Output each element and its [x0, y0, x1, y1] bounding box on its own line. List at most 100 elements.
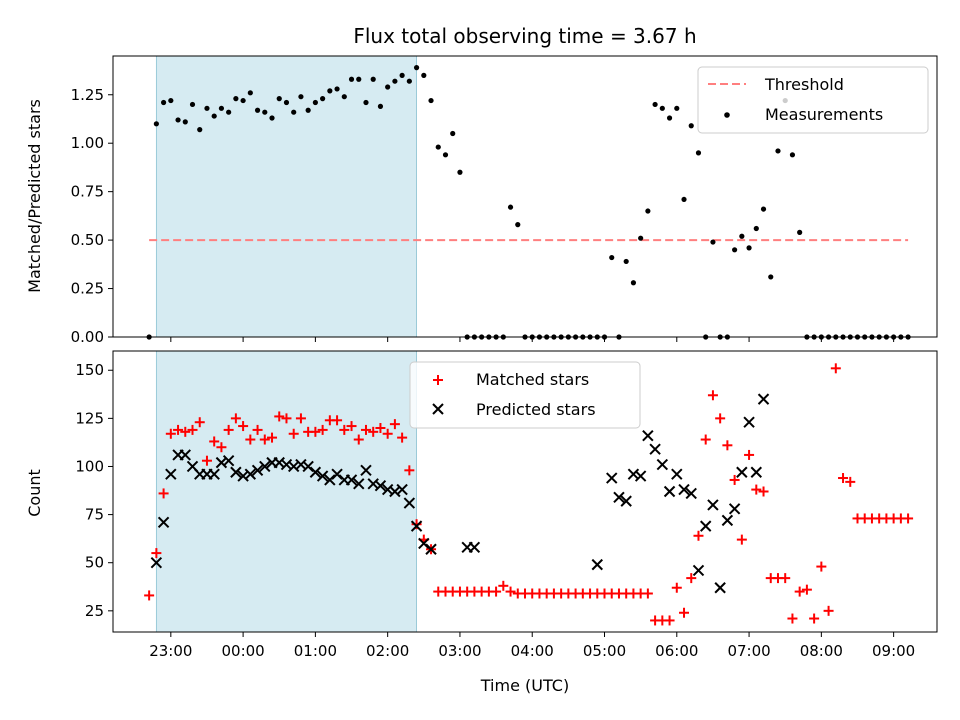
measurement-point	[233, 96, 239, 102]
predicted-star-point	[613, 491, 625, 503]
top-y-tick-label: 0.50	[71, 231, 104, 249]
matched-star-point	[801, 584, 812, 595]
predicted-star-point	[468, 541, 481, 554]
measurement-point	[659, 105, 665, 111]
measurement-point	[298, 94, 304, 100]
measurement-point	[768, 274, 774, 280]
x-tick-label: 23:00	[149, 642, 192, 660]
top-y-tick-label: 1.00	[71, 134, 104, 152]
matched-star-point	[830, 363, 841, 374]
measurement-point	[291, 109, 297, 115]
measurement-point	[348, 76, 355, 82]
measurement-point	[760, 206, 767, 212]
matched-star-point	[794, 586, 805, 597]
legend-predicted-label: Predicted stars	[476, 400, 596, 419]
measurement-point	[363, 99, 369, 106]
top-y-axis-label: Matched/Predicted stars	[25, 99, 44, 293]
matched-star-point	[368, 426, 379, 437]
matched-star-point	[686, 573, 697, 584]
matched-star-point	[823, 605, 834, 616]
matched-star-point	[780, 573, 791, 584]
bottom-legend: Matched stars Predicted stars	[409, 361, 641, 429]
matched-star-point	[173, 424, 184, 435]
bottom-y-tick-label: 75	[85, 506, 104, 524]
matched-star-point	[498, 580, 509, 591]
legend-predicted-swatch	[432, 403, 444, 415]
matched-star-point	[389, 419, 400, 430]
matched-star-point	[787, 613, 798, 624]
predicted-star-point	[656, 458, 669, 471]
matched-star-point	[751, 484, 762, 495]
measurement-point	[182, 119, 188, 125]
bottom-shaded-span	[155, 350, 417, 633]
bottom-y-tick-label: 100	[75, 457, 104, 475]
predicted-star-point	[403, 497, 416, 509]
measurement-point	[674, 105, 680, 111]
matched-star-point	[259, 434, 270, 445]
x-tick-label: 00:00	[221, 642, 264, 660]
legend-threshold-label: Threshold	[764, 75, 844, 94]
top-y-tick-label: 0.75	[71, 183, 104, 201]
bottom-axes-frame	[112, 350, 938, 633]
matched-star-point	[671, 582, 682, 593]
x-tick-label: 08:00	[800, 642, 843, 660]
predicted-star-point	[410, 520, 423, 532]
matched-star-point	[729, 474, 740, 485]
measurement-point	[789, 152, 796, 158]
bottom-y-axis-label: Count	[25, 469, 44, 517]
matched-star-point	[491, 586, 502, 597]
measurement-point	[442, 152, 449, 158]
measurement-point	[356, 76, 362, 82]
measurement-point	[218, 105, 225, 111]
predicted-star-point	[685, 487, 697, 500]
measurement-point	[160, 99, 167, 106]
measurement-point	[276, 96, 282, 102]
measurement-point	[435, 144, 441, 150]
measurement-point	[688, 123, 694, 129]
matched-star-point	[505, 586, 516, 597]
measurement-point	[175, 117, 181, 123]
measurement-point	[695, 150, 702, 156]
matched-star-point	[845, 476, 856, 487]
matched-star-point	[642, 588, 653, 599]
measurement-point	[623, 258, 629, 265]
matched-star-point	[707, 390, 718, 401]
measurement-point	[269, 115, 275, 121]
matched-star-point	[165, 428, 176, 439]
top-y-tick-label: 0.00	[71, 328, 104, 346]
predicted-star-point	[750, 466, 763, 478]
measurement-point	[254, 107, 261, 113]
matched-star-point	[158, 488, 169, 499]
predicted-star-point	[331, 468, 343, 480]
predicted-star-point	[671, 468, 683, 480]
measurement-point	[652, 101, 658, 108]
bottom-y-tick-label: 150	[75, 361, 104, 379]
matched-star-point	[838, 473, 849, 484]
top-plot-area: 0.00 0.25 0.50 0.75 1.00 1.25	[71, 55, 911, 346]
predicted-star-point	[743, 416, 755, 428]
legend-matched-label: Matched stars	[476, 370, 589, 389]
measurement-point	[189, 101, 196, 108]
predicted-star-point	[251, 464, 264, 477]
matched-star-point	[223, 424, 234, 435]
predicted-star-point	[345, 474, 358, 486]
measurement-point	[385, 84, 391, 90]
matched-star-point	[230, 413, 241, 424]
matched-star-point	[332, 415, 343, 426]
measurement-point	[739, 233, 745, 239]
measurement-point	[153, 121, 159, 127]
measurement-point	[226, 109, 232, 115]
matched-star-point	[809, 613, 820, 624]
measurement-point	[450, 130, 456, 137]
legend-measurements-swatch	[724, 112, 730, 118]
matched-star-point	[744, 449, 755, 460]
bottom-y-tick-label: 125	[75, 409, 104, 427]
measurement-point	[370, 76, 376, 82]
matched-star-point	[722, 440, 733, 451]
matched-star-point	[288, 428, 299, 439]
predicted-star-point	[663, 485, 676, 498]
matched-star-point	[397, 432, 408, 443]
matched-star-point	[238, 421, 249, 432]
measurement-point	[630, 280, 637, 286]
predicted-star-point	[396, 483, 408, 496]
